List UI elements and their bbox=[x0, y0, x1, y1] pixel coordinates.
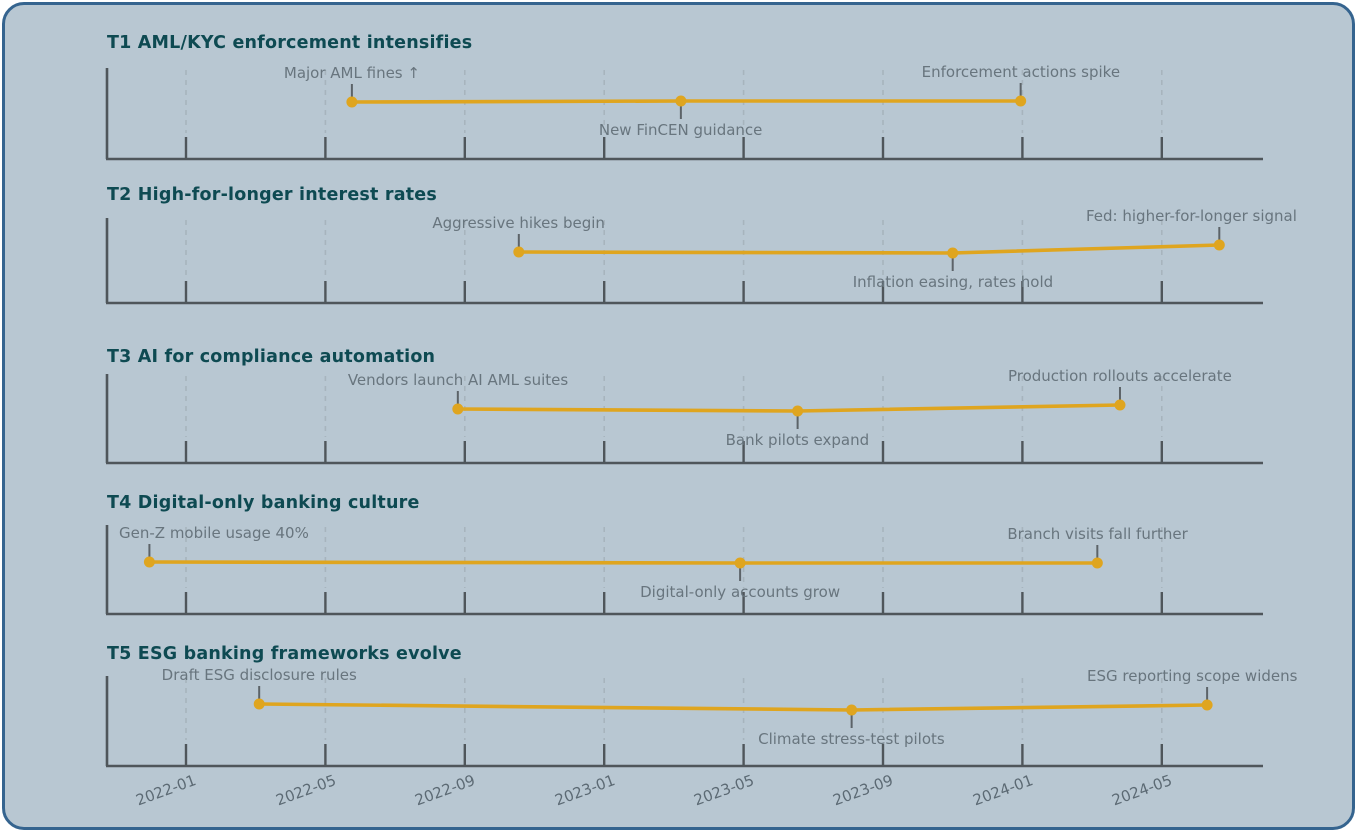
x-tick-label: 2024-05 bbox=[1109, 771, 1175, 810]
panel-title-T2: T2 High-for-longer interest rates bbox=[107, 185, 437, 205]
event-label: Climate stress-test pilots bbox=[758, 730, 945, 748]
event-label: Fed: higher-for-longer signal bbox=[1086, 207, 1297, 225]
panel-title-T3: T3 AI for compliance automation bbox=[107, 347, 436, 367]
event-label: ESG reporting scope widens bbox=[1087, 667, 1298, 685]
x-tick-label: 2024-01 bbox=[970, 771, 1036, 810]
event-label: Draft ESG disclosure rules bbox=[161, 666, 357, 684]
x-tick-label: 2022-01 bbox=[133, 771, 199, 810]
event-label: Production rollouts accelerate bbox=[1007, 367, 1232, 385]
event-label: Aggressive hikes begin bbox=[432, 214, 605, 232]
panel-title-T1: T1 AML/KYC enforcement intensifies bbox=[107, 33, 473, 53]
event-label: Gen-Z mobile usage 40% bbox=[119, 524, 309, 542]
x-tick-label: 2022-05 bbox=[273, 771, 339, 810]
event-label: Bank pilots expand bbox=[725, 431, 870, 449]
event-label: New FinCEN guidance bbox=[598, 121, 763, 139]
event-label: Inflation easing, rates hold bbox=[852, 273, 1054, 291]
event-label: Branch visits fall further bbox=[1007, 525, 1188, 543]
panel-title-T4: T4 Digital-only banking culture bbox=[107, 493, 420, 513]
event-label: Vendors launch AI AML suites bbox=[347, 371, 569, 389]
x-tick-label: 2022-09 bbox=[412, 771, 478, 810]
x-tick-label: 2023-09 bbox=[830, 771, 896, 810]
panel-title-T5: T5 ESG banking frameworks evolve bbox=[107, 644, 462, 664]
event-label: Digital-only accounts grow bbox=[640, 583, 841, 601]
event-label: Major AML fines ↑ bbox=[283, 64, 420, 82]
x-tick-label: 2023-01 bbox=[551, 771, 618, 810]
x-tick-label: 2023-05 bbox=[691, 771, 757, 810]
event-label: Enforcement actions spike bbox=[921, 63, 1121, 81]
